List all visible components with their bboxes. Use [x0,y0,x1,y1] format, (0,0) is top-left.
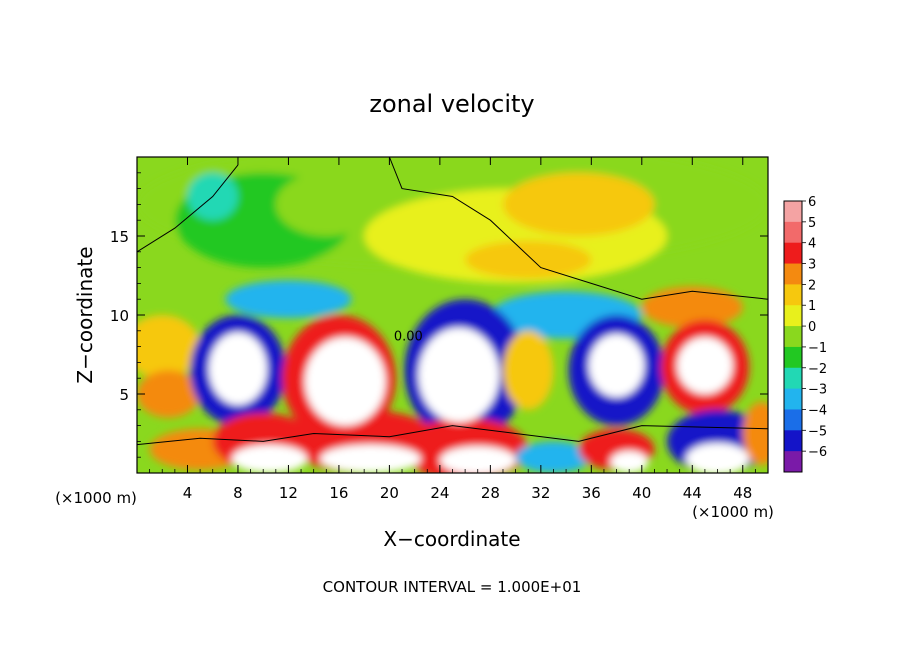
colorbar-swatch [784,201,802,223]
colorbar-label: 2 [808,278,816,293]
y-unit-label: (×1000 m) [55,489,137,507]
contour-interval-footer: CONTOUR INTERVAL = 1.000E+01 [323,578,582,596]
x-tick-label: 32 [531,484,550,502]
y-axis-label: Z−coordinate [73,246,97,383]
x-tick-label: 20 [380,484,399,502]
field-patch [137,370,201,418]
contour-lines: 0.00 [137,157,768,446]
field-patch [641,286,743,328]
contour-line [137,425,768,446]
field-patch [275,172,377,236]
y-tick-label: 10 [110,307,129,325]
y-axis: 5 10 15 [110,172,768,458]
x-tick-label: 40 [632,484,651,502]
colorbar-label: −3 [808,383,827,398]
colorbar-label: 1 [808,299,816,314]
colorbar-swatch [784,346,802,369]
saturated-core [231,444,308,473]
x-axis: 4 8 12 16 20 24 28 32 36 40 44 48 [149,157,756,502]
colorbar-swatch [784,263,802,285]
colorbar-swatch [784,409,802,431]
saturated-core [418,327,500,423]
colorbar-label: −6 [808,445,827,460]
contour-line [388,157,768,300]
colorbar-swatch [784,430,802,452]
x-unit-label: (×1000 m) [692,503,774,521]
field-patch [502,330,554,410]
field-patch [742,401,768,466]
colorbar-swatch [784,242,802,265]
x-tick-label: 16 [329,484,348,502]
saturated-core [304,337,386,426]
colorbar-label: −4 [808,403,827,418]
field-patch [515,441,592,473]
field-patch [502,172,655,236]
colorbar: 6 5 4 3 2 1 0 −1 −2 −3 −4 −5 −6 [783,195,827,473]
colorbar-label: −5 [808,424,827,439]
saturated-core [319,444,421,473]
colorbar-label: 4 [808,237,816,252]
contour-label: 0.00 [394,329,423,344]
colorbar-swatch [784,305,802,327]
saturated-core [208,332,267,406]
contour-line [137,164,239,253]
saturated-core [439,446,516,473]
colorbar-swatch [784,451,802,473]
colorbar-swatch [784,284,802,306]
field-patch [225,280,352,319]
plot-area: 0.00 [137,157,768,473]
y-tick-label: 5 [119,386,129,404]
field-patch [137,315,201,379]
x-tick-label: 28 [481,484,500,502]
saturated-core [677,337,733,394]
colorbar-swatch [784,367,802,390]
colorbar-label: −2 [808,362,827,377]
colorbar-swatch [784,388,802,410]
colorbar-frame [783,200,803,473]
colorbar-label: 0 [808,320,816,335]
y-tick-label: 15 [110,228,129,246]
x-tick-label: 36 [582,484,601,502]
chart-title: zonal velocity [369,90,534,118]
colorbar-label: 6 [808,195,816,210]
x-tick-label: 12 [279,484,298,502]
colorbar-label: −1 [808,341,827,356]
colorbar-label: 5 [808,216,816,231]
colorbar-swatch [784,221,802,244]
x-tick-label: 8 [233,484,243,502]
field-patch [465,240,592,279]
x-tick-label: 48 [733,484,752,502]
saturated-core [588,333,645,398]
x-tick-label: 4 [183,484,193,502]
saturated-core [610,450,649,473]
colorbar-label: 3 [808,258,816,273]
saturated-core [685,442,750,473]
x-tick-label: 44 [683,484,702,502]
x-axis-label: X−coordinate [383,527,520,551]
x-tick-label: 24 [430,484,449,502]
colorbar-swatch [784,326,802,348]
